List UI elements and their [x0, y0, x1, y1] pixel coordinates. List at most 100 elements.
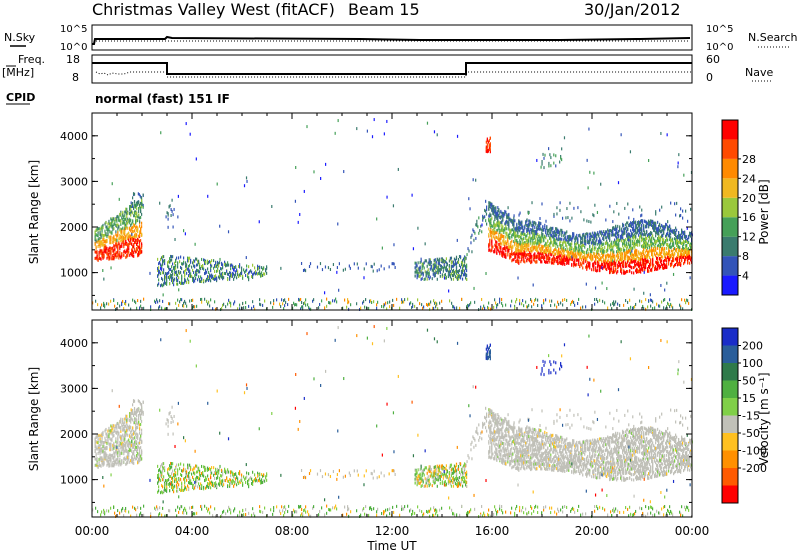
power-cell [624, 228, 626, 232]
power-cell [100, 234, 102, 238]
power-cell [175, 301, 177, 305]
power-cell [577, 249, 579, 253]
power-cell [448, 259, 451, 263]
power-cell [469, 303, 471, 307]
power-cell [561, 257, 563, 261]
power-cell [660, 242, 662, 246]
power-cell [636, 252, 638, 256]
power-cell [588, 263, 590, 267]
power-cell [370, 264, 372, 268]
power-cell [544, 226, 546, 230]
power-cell [540, 246, 542, 250]
power-cell [136, 214, 138, 218]
power-cell [651, 240, 653, 244]
power-cell [508, 216, 510, 220]
power-cell [506, 227, 508, 231]
power-cell [161, 266, 163, 270]
power-cell [452, 268, 455, 272]
power-cell [653, 242, 655, 246]
power-cell [681, 235, 683, 239]
power-cell [415, 265, 417, 269]
power-cell [516, 234, 518, 238]
power-cell [636, 262, 638, 266]
power-cell [658, 228, 660, 232]
power-cell [619, 239, 621, 243]
power-cell [643, 224, 645, 228]
power-cell [329, 267, 332, 271]
power-cell [647, 305, 649, 309]
power-cell [548, 253, 550, 257]
power-cell [461, 269, 464, 273]
power-cell [659, 266, 661, 270]
power-cell [498, 224, 500, 228]
power-cell [641, 267, 643, 271]
power-cell [505, 246, 507, 250]
power-cell [110, 223, 112, 227]
power-cell [121, 216, 123, 220]
power-cell [563, 255, 565, 259]
power-cell [650, 233, 652, 237]
power-cell [607, 232, 609, 236]
power-cell [200, 279, 202, 283]
power-cell [616, 227, 618, 231]
power-cell [523, 233, 525, 237]
power-cell [661, 250, 663, 254]
power-cell [650, 223, 652, 227]
power-cell [672, 237, 674, 241]
power-cell [201, 264, 203, 268]
power-cell [265, 269, 267, 273]
power-cell [209, 277, 211, 281]
power-cell [505, 231, 507, 235]
power-cell [593, 252, 595, 256]
power-cell [613, 254, 615, 258]
power-cell [636, 231, 638, 235]
power-cell [619, 303, 621, 307]
power-cell [223, 302, 225, 306]
power-cell [609, 270, 611, 274]
power-cell [122, 217, 124, 221]
power-cell [128, 303, 130, 307]
power-cell [659, 241, 661, 245]
power-cell [650, 242, 652, 246]
power-cell [541, 255, 543, 259]
power-cell [365, 298, 367, 302]
power-cell [626, 225, 628, 229]
power-cell [203, 278, 205, 282]
power-cell [175, 271, 177, 275]
power-cell [579, 264, 581, 268]
power-cell [630, 221, 632, 225]
power-cell [310, 307, 312, 311]
power-cell [560, 254, 562, 258]
power-cell [179, 271, 181, 275]
power-cell [115, 233, 117, 237]
power-cell [642, 304, 644, 308]
power-cell [680, 251, 682, 255]
power-cell [219, 276, 221, 280]
power-cell [419, 274, 421, 278]
power-cell [243, 306, 245, 310]
power-cell [617, 254, 619, 258]
power-cell [626, 221, 628, 225]
power-cell [556, 233, 558, 237]
power-cell [514, 306, 516, 310]
power-cell [192, 298, 194, 302]
power-cell [191, 274, 193, 278]
power-cell [532, 232, 534, 236]
power-cell [682, 249, 684, 253]
power-cell [630, 253, 632, 257]
power-cell [634, 228, 636, 232]
power-cell [106, 227, 108, 231]
power-cell [657, 232, 659, 236]
power-cell [119, 254, 121, 258]
power-cell [658, 230, 660, 234]
power-cell [508, 249, 510, 253]
power-cell [139, 240, 141, 244]
power-cell [565, 257, 567, 261]
power-cell [517, 230, 519, 234]
power-cell [619, 251, 621, 255]
power-cell [618, 250, 620, 254]
power-cell [665, 257, 667, 261]
power-cell [657, 220, 659, 224]
power-cell [115, 242, 117, 246]
power-cell [657, 267, 659, 271]
